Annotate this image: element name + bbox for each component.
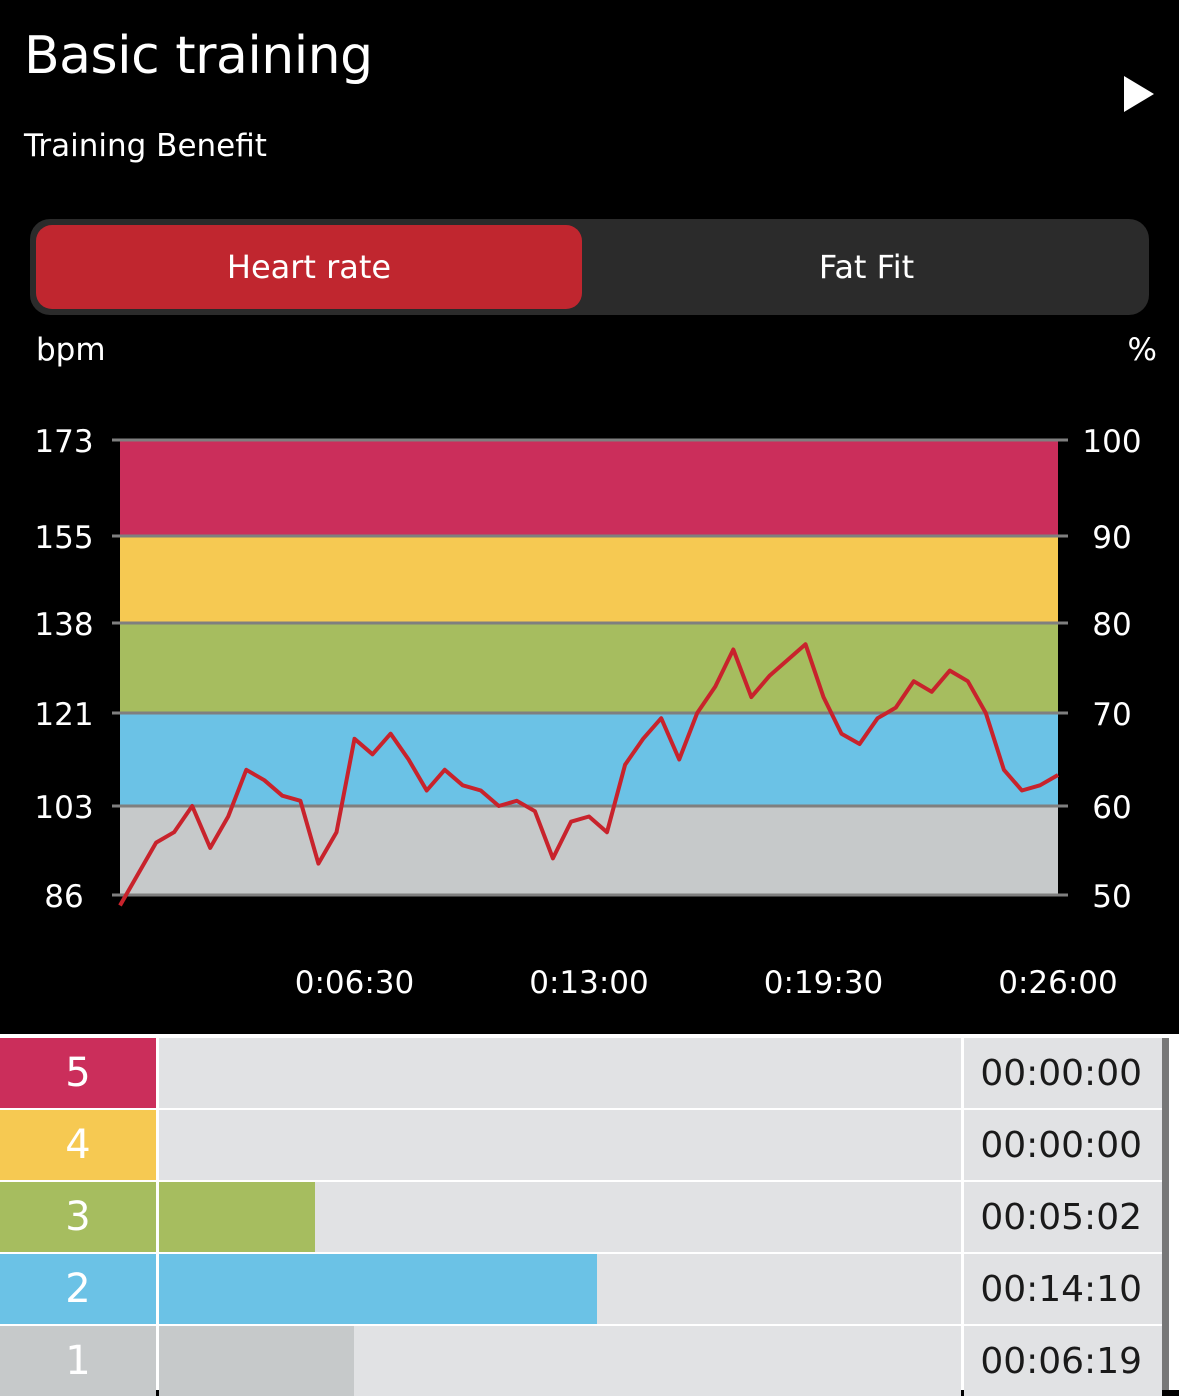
scrollbar[interactable] [1162, 1038, 1169, 1390]
zone-bar-fill [159, 1254, 597, 1324]
zone-row: 4 00:00:00 [0, 1110, 1162, 1180]
x-tick-label: 0:13:00 [529, 965, 649, 1001]
zone-band-2 [120, 713, 1058, 806]
zone-number: 5 [0, 1038, 156, 1108]
page-title: Basic training [24, 26, 373, 86]
chart-mode-toggle: Heart rate Fat Fit [30, 219, 1149, 315]
zone-time-table: 5 00:00:00 4 00:00:00 3 00:05:02 2 00:14:10 1 00:… [0, 1034, 1179, 1396]
zone-number: 1 [0, 1326, 156, 1396]
y-axis-unit-right: % [1127, 332, 1157, 368]
tab-heart-rate[interactable]: Heart rate [36, 225, 582, 309]
y-tick-label: 138 [34, 607, 93, 643]
y2-tick-label: 100 [1082, 424, 1141, 460]
x-tick-label: 0:26:00 [998, 965, 1118, 1001]
zone-band-4 [120, 536, 1058, 623]
zone-bar-fill [159, 1326, 354, 1396]
y2-tick-label: 70 [1092, 697, 1131, 733]
zone-time: 00:00:00 [964, 1038, 1162, 1108]
zone-time: 00:00:00 [964, 1110, 1162, 1180]
zone-row: 2 00:14:10 [0, 1254, 1162, 1324]
zone-bar-track [159, 1326, 961, 1396]
zone-bar-track [159, 1254, 961, 1324]
y2-tick-label: 80 [1092, 607, 1131, 643]
zone-band-5 [120, 440, 1058, 536]
play-icon[interactable] [1120, 74, 1156, 114]
y2-tick-label: 60 [1092, 790, 1131, 826]
zone-bar-track [159, 1038, 961, 1108]
zone-number: 3 [0, 1182, 156, 1252]
tab-fat-fit[interactable]: Fat Fit [818, 248, 915, 286]
y-axis-unit-left: bpm [36, 332, 106, 368]
zone-time: 00:06:19 [964, 1326, 1162, 1396]
zone-bar-track [159, 1110, 961, 1180]
y-tick-label: 121 [34, 697, 93, 733]
zone-time: 00:14:10 [964, 1254, 1162, 1324]
zone-row: 5 00:00:00 [0, 1038, 1162, 1108]
x-tick-label: 0:19:30 [764, 965, 884, 1001]
zone-bar-track [159, 1182, 961, 1252]
y-tick-label: 86 [44, 879, 83, 915]
zone-bar-fill [159, 1182, 316, 1252]
zone-row: 1 00:06:19 [0, 1326, 1162, 1396]
zone-number: 2 [0, 1254, 156, 1324]
heart-rate-line [118, 642, 1059, 907]
zone-time: 00:05:02 [964, 1182, 1162, 1252]
zone-band-3 [120, 623, 1058, 713]
heart-rate-chart: 173 155 138 121 103 86 100 90 80 70 60 50 0:06:30 0:1… [34, 424, 1141, 1001]
y2-tick-label: 90 [1092, 520, 1131, 556]
y-tick-label: 155 [34, 520, 93, 556]
zone-number: 4 [0, 1110, 156, 1180]
y-tick-label: 103 [34, 790, 93, 826]
y2-tick-label: 50 [1092, 879, 1131, 915]
x-tick-label: 0:06:30 [295, 965, 415, 1001]
page-subtitle: Training Benefit [24, 128, 267, 164]
zone-band-1 [120, 806, 1058, 895]
y-tick-label: 173 [34, 424, 93, 460]
zone-row: 3 00:05:02 [0, 1182, 1162, 1252]
